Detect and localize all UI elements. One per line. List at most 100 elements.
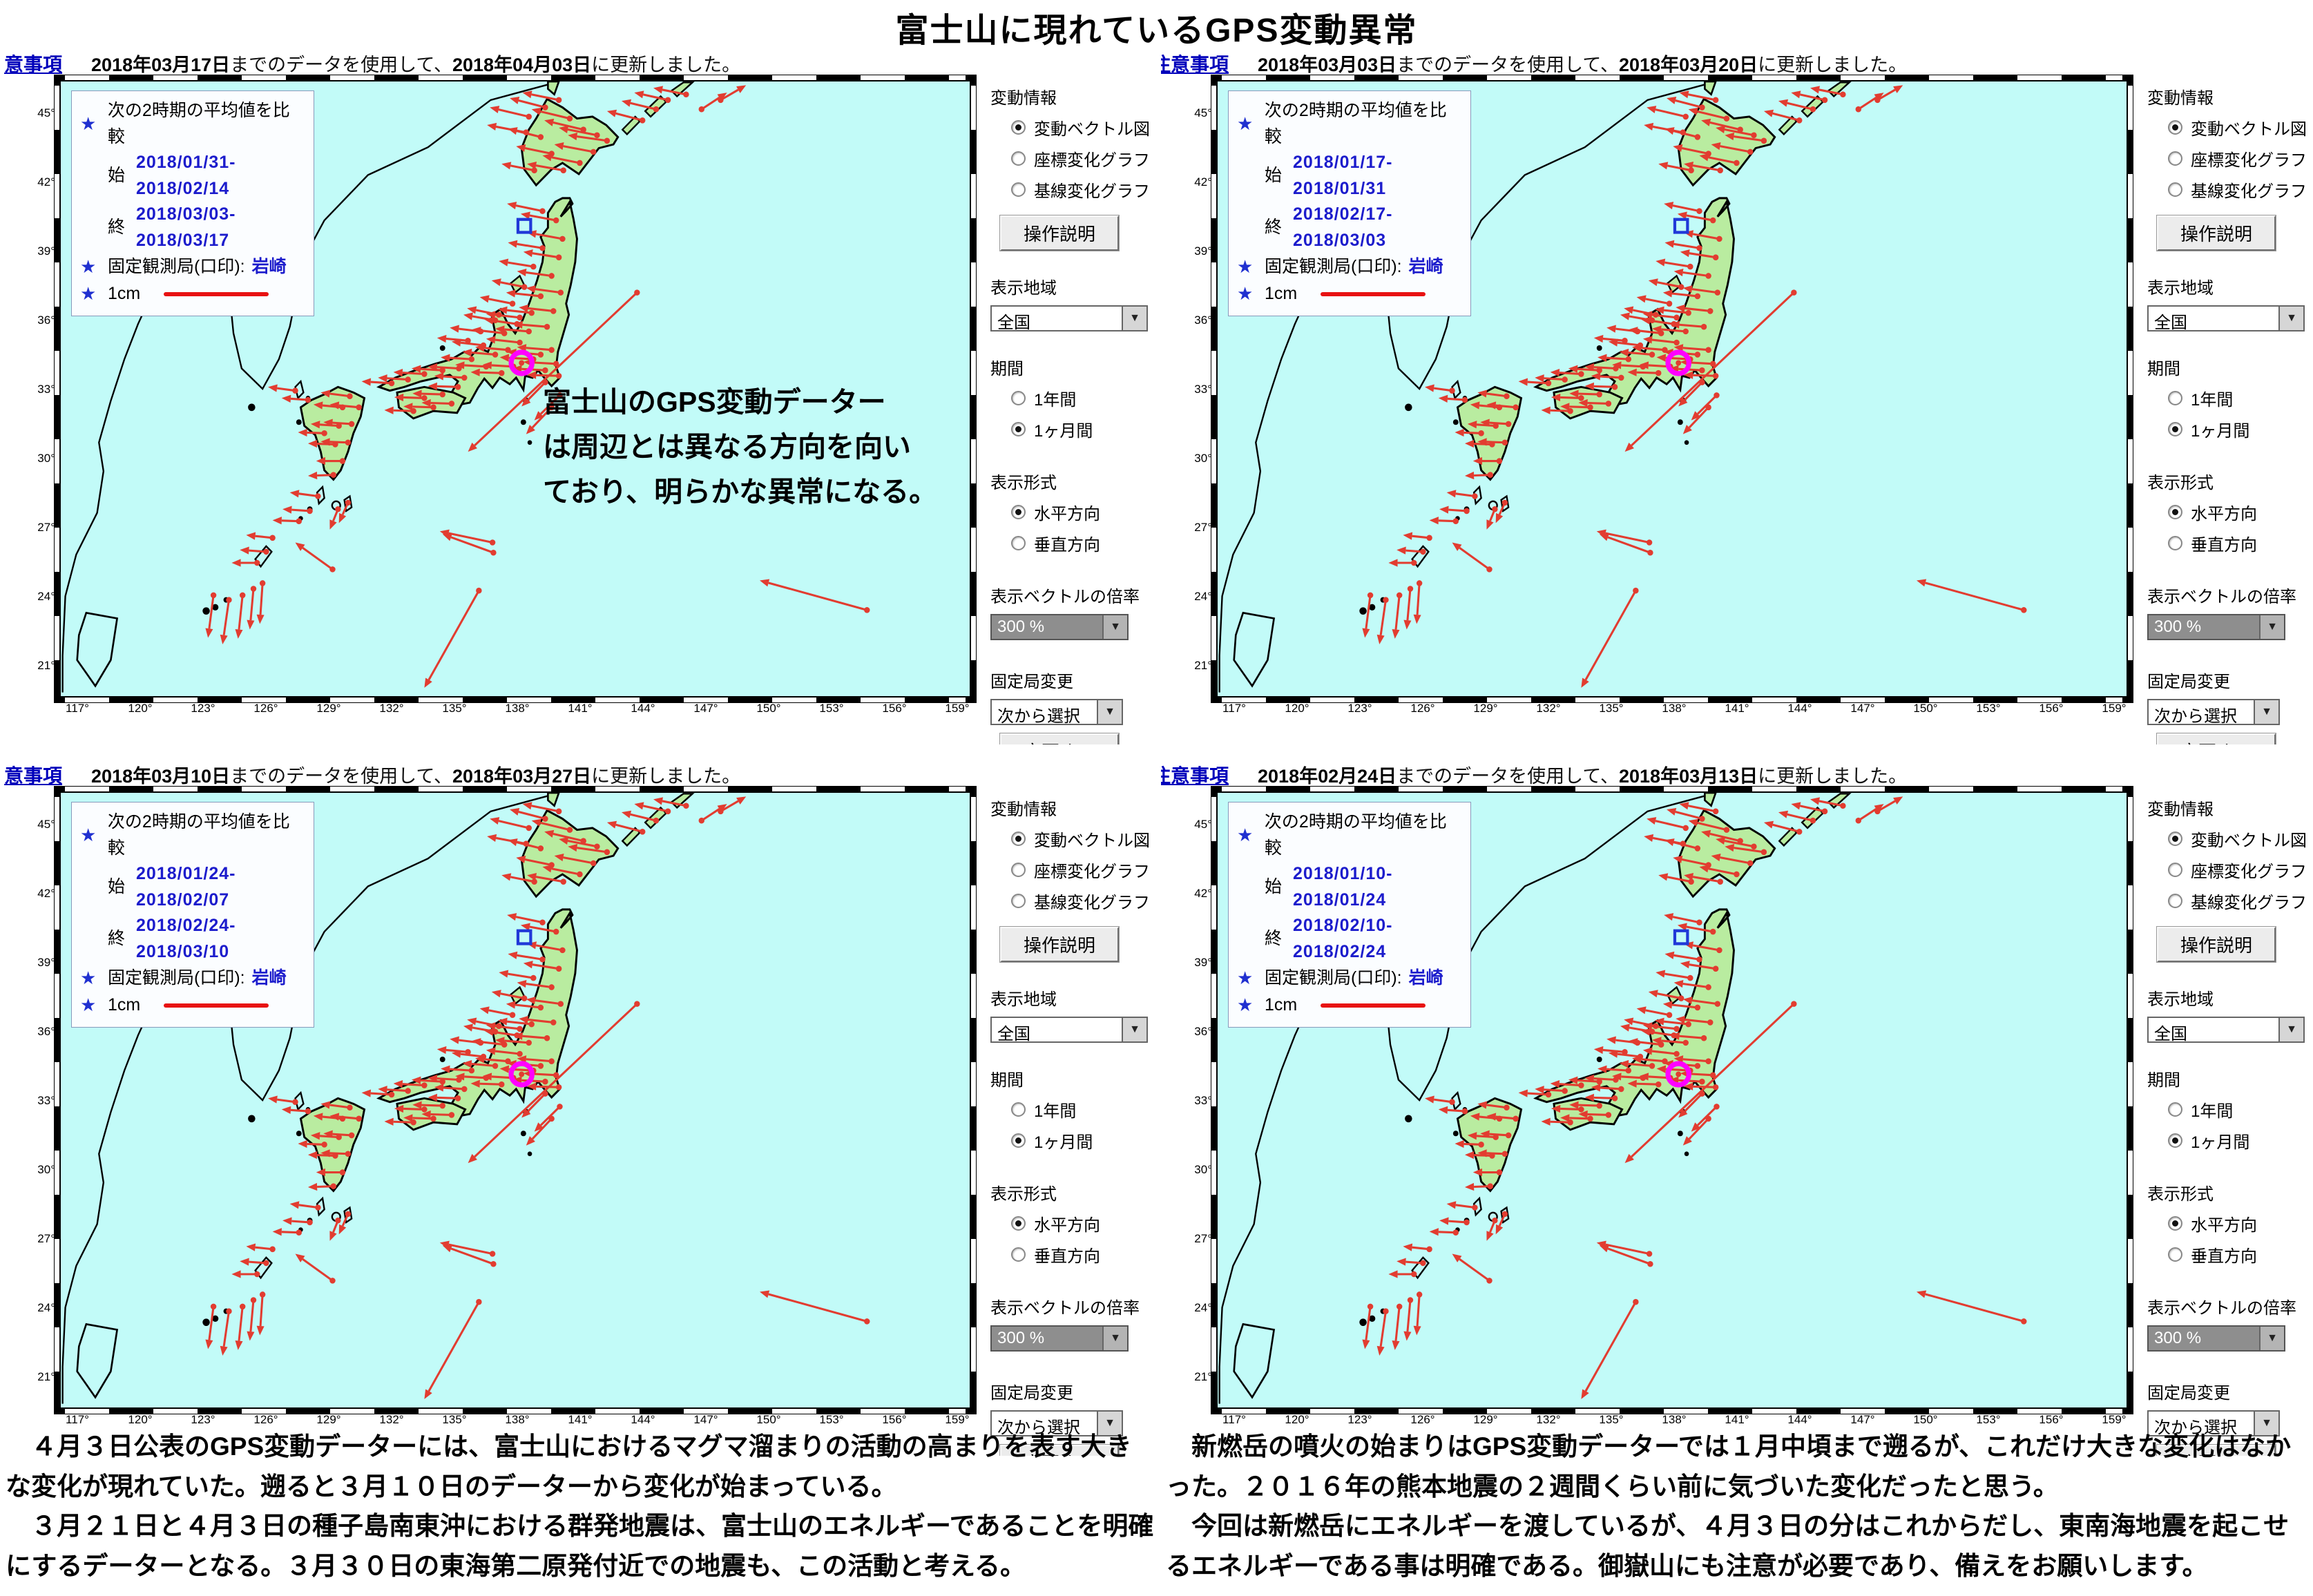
radio-icon[interactable] xyxy=(2168,120,2182,135)
radio-icon[interactable] xyxy=(2168,505,2182,519)
radio-icon[interactable] xyxy=(2168,1102,2182,1117)
chevron-down-icon[interactable]: ▼ xyxy=(1102,615,1127,639)
radio-horizontal[interactable]: 水平方向 xyxy=(2168,500,2313,524)
radio-icon[interactable] xyxy=(1011,1102,1026,1117)
notice-link[interactable]: 注意事項 xyxy=(1161,765,1229,787)
radio-icon[interactable] xyxy=(1011,863,1026,877)
radio-vector-map[interactable]: 変動ベクトル図 xyxy=(1011,827,1156,851)
fixed-station-square-marker xyxy=(516,929,532,945)
chevron-down-icon[interactable]: ▼ xyxy=(2259,1327,2284,1350)
radio-vertical[interactable]: 垂直方向 xyxy=(2168,1242,2313,1267)
help-button[interactable]: 操作説明 xyxy=(999,215,1120,251)
radio-baseline-graph[interactable]: 基線変化グラフ xyxy=(2168,889,2313,913)
radio-icon[interactable] xyxy=(1011,505,1026,519)
help-button[interactable]: 操作説明 xyxy=(2156,215,2276,251)
fixed-station-select[interactable]: 次から選択 ▼ xyxy=(990,1410,1123,1436)
radio-icon[interactable] xyxy=(1011,182,1026,197)
style-section-label: 表示形式 xyxy=(2147,1185,2214,1204)
region-select[interactable]: 全国 ▼ xyxy=(990,305,1148,331)
radio-vector-map[interactable]: 変動ベクトル図 xyxy=(2168,115,2313,140)
japan-gps-vector-map[interactable] xyxy=(1216,80,2128,698)
radio-icon[interactable] xyxy=(2168,182,2182,197)
lon-tick-label: 123° xyxy=(1347,702,1372,715)
fixed-station-select[interactable]: 次から選択 ▼ xyxy=(2147,1410,2280,1436)
radio-icon[interactable] xyxy=(2168,863,2182,877)
radio-one-year[interactable]: 1年間 xyxy=(2168,1097,2313,1122)
radio-baseline-graph[interactable]: 基線変化グラフ xyxy=(1011,889,1156,913)
radio-horizontal[interactable]: 水平方向 xyxy=(1011,500,1156,524)
vector-scale-select[interactable]: 300 % ▼ xyxy=(990,1325,1129,1352)
chevron-down-icon[interactable]: ▼ xyxy=(1097,1412,1122,1435)
fixed-station-select[interactable]: 次から選択 ▼ xyxy=(2147,699,2280,725)
notice-link[interactable]: 注意事項 xyxy=(1161,54,1229,75)
radio-icon[interactable] xyxy=(2168,422,2182,436)
chevron-down-icon[interactable]: ▼ xyxy=(2278,1018,2303,1041)
radio-one-year[interactable]: 1年間 xyxy=(1011,1097,1156,1122)
radio-coordinate-graph[interactable]: 座標変化グラフ xyxy=(1011,858,1156,882)
radio-coordinate-graph[interactable]: 座標変化グラフ xyxy=(2168,146,2313,171)
radio-baseline-graph[interactable]: 基線変化グラフ xyxy=(1011,177,1156,202)
radio-icon[interactable] xyxy=(2168,1133,2182,1148)
radio-icon[interactable] xyxy=(2168,1247,2182,1262)
radio-icon[interactable] xyxy=(1011,894,1026,908)
region-select[interactable]: 全国 ▼ xyxy=(2147,1017,2305,1043)
radio-icon[interactable] xyxy=(2168,391,2182,405)
change-station-button[interactable]: 変更する xyxy=(2156,1444,2276,1456)
change-station-button[interactable]: 変更する xyxy=(999,733,1120,744)
radio-label: 1年間 xyxy=(2191,1102,2234,1121)
japan-gps-vector-map[interactable] xyxy=(59,791,971,1409)
lat-tick-label: 39° xyxy=(1194,956,1212,969)
radio-one-year[interactable]: 1年間 xyxy=(2168,386,2313,410)
chevron-down-icon[interactable]: ▼ xyxy=(2254,700,2278,724)
radio-icon[interactable] xyxy=(2168,831,2182,846)
radio-icon[interactable] xyxy=(1011,120,1026,135)
help-button[interactable]: 操作説明 xyxy=(2156,926,2276,963)
radio-icon[interactable] xyxy=(2168,1216,2182,1231)
change-station-button[interactable]: 変更する xyxy=(2156,733,2276,744)
radio-icon[interactable] xyxy=(2168,894,2182,908)
chevron-down-icon[interactable]: ▼ xyxy=(1097,700,1122,724)
radio-vertical[interactable]: 垂直方向 xyxy=(1011,1242,1156,1267)
chevron-down-icon[interactable]: ▼ xyxy=(1122,307,1146,330)
radio-one-month[interactable]: 1ヶ月間 xyxy=(1011,417,1156,441)
vector-scale-select[interactable]: 300 % ▼ xyxy=(2147,614,2285,640)
chevron-down-icon[interactable]: ▼ xyxy=(2259,615,2284,639)
radio-vertical[interactable]: 垂直方向 xyxy=(2168,531,2313,555)
change-station-button[interactable]: 変更する xyxy=(999,1444,1120,1456)
radio-icon[interactable] xyxy=(2168,536,2182,550)
radio-icon[interactable] xyxy=(1011,1216,1026,1231)
radio-horizontal[interactable]: 水平方向 xyxy=(2168,1211,2313,1236)
chevron-down-icon[interactable]: ▼ xyxy=(2254,1412,2278,1435)
radio-horizontal[interactable]: 水平方向 xyxy=(1011,1211,1156,1236)
radio-icon[interactable] xyxy=(1011,391,1026,405)
radio-icon[interactable] xyxy=(1011,1247,1026,1262)
chevron-down-icon[interactable]: ▼ xyxy=(1122,1018,1146,1041)
radio-icon[interactable] xyxy=(1011,1133,1026,1148)
notice-link[interactable]: 注意事項 xyxy=(4,765,63,787)
radio-icon[interactable] xyxy=(1011,151,1026,166)
radio-baseline-graph[interactable]: 基線変化グラフ xyxy=(2168,177,2313,202)
region-select[interactable]: 全国 ▼ xyxy=(990,1017,1148,1043)
radio-icon[interactable] xyxy=(1011,536,1026,550)
chevron-down-icon[interactable]: ▼ xyxy=(2278,307,2303,330)
region-select[interactable]: 全国 ▼ xyxy=(2147,305,2305,331)
radio-icon[interactable] xyxy=(1011,831,1026,846)
radio-one-month[interactable]: 1ヶ月間 xyxy=(2168,1128,2313,1153)
radio-icon[interactable] xyxy=(1011,422,1026,436)
notice-link[interactable]: 注意事項 xyxy=(4,54,63,75)
radio-icon[interactable] xyxy=(2168,151,2182,166)
radio-vertical[interactable]: 垂直方向 xyxy=(1011,531,1156,555)
chevron-down-icon[interactable]: ▼ xyxy=(1102,1327,1127,1350)
radio-one-month[interactable]: 1ヶ月間 xyxy=(2168,417,2313,441)
radio-coordinate-graph[interactable]: 座標変化グラフ xyxy=(2168,858,2313,882)
vector-scale-select[interactable]: 300 % ▼ xyxy=(2147,1325,2285,1352)
help-button[interactable]: 操作説明 xyxy=(999,926,1120,963)
fixed-station-select[interactable]: 次から選択 ▼ xyxy=(990,699,1123,725)
radio-vector-map[interactable]: 変動ベクトル図 xyxy=(2168,827,2313,851)
radio-one-year[interactable]: 1年間 xyxy=(1011,386,1156,410)
oki-island xyxy=(439,345,445,352)
vector-scale-select[interactable]: 300 % ▼ xyxy=(990,614,1129,640)
radio-vector-map[interactable]: 変動ベクトル図 xyxy=(1011,115,1156,140)
radio-one-month[interactable]: 1ヶ月間 xyxy=(1011,1128,1156,1153)
radio-coordinate-graph[interactable]: 座標変化グラフ xyxy=(1011,146,1156,171)
